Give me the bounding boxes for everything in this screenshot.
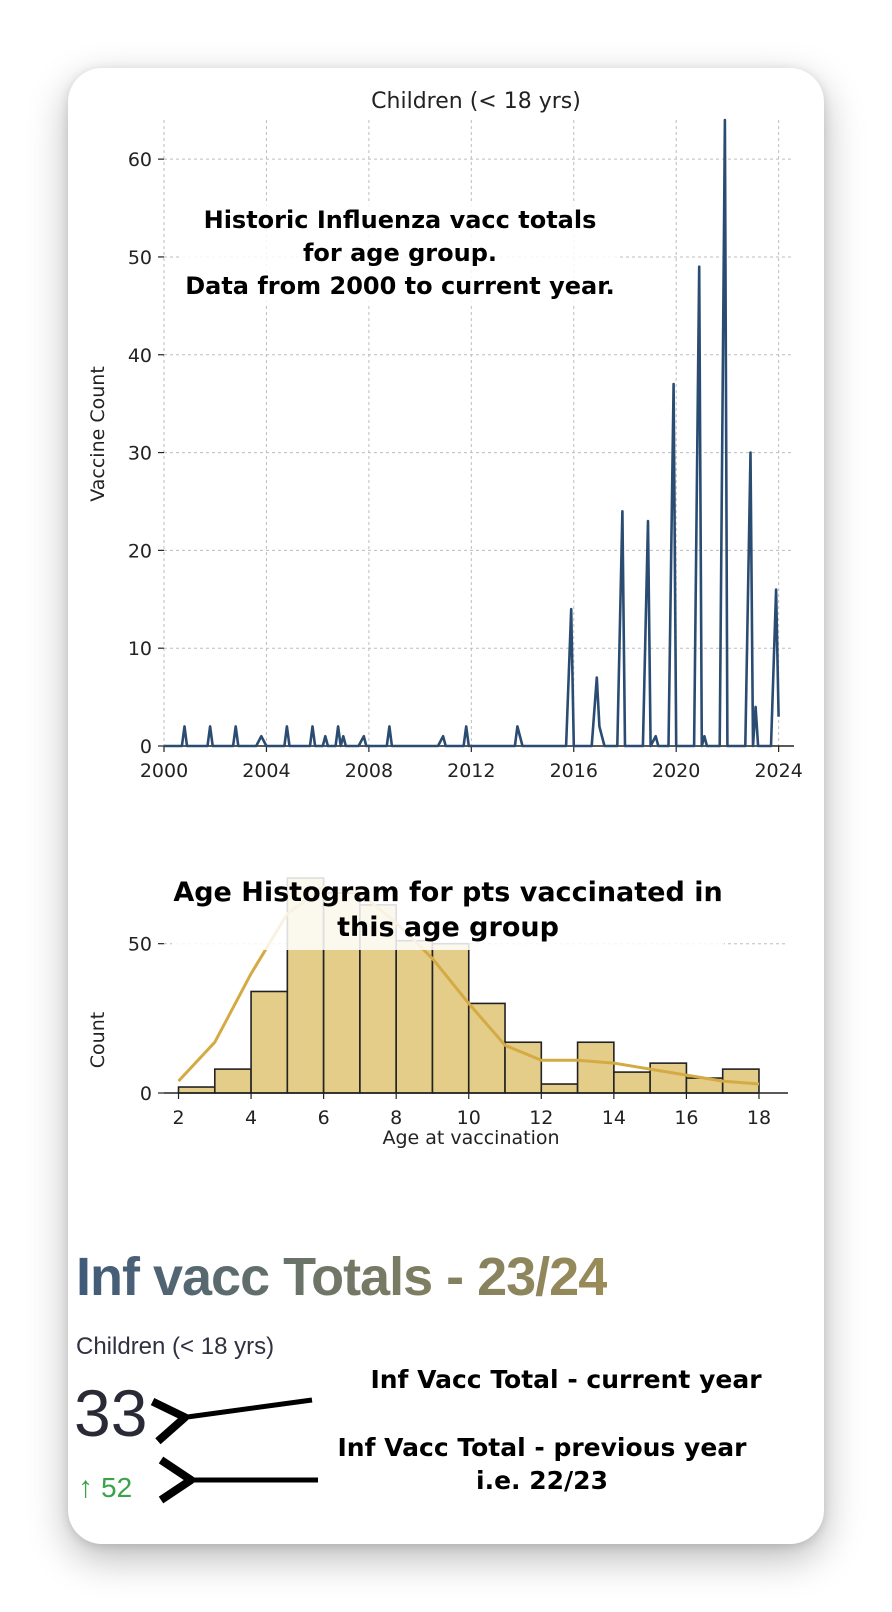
annotation-line: Inf Vacc Total - previous year [337,1433,747,1462]
annotation-line: i.e. 22/23 [476,1466,608,1495]
x-tick-label: 2 [172,1107,184,1129]
arrow-up-icon: ↑ [78,1471,93,1504]
histogram-ylabel: Count [87,1012,109,1068]
annotation-box [180,204,620,304]
metric-delta-value: 52 [101,1472,133,1503]
annotation-box [326,1428,764,1498]
line-chart: Children (< 18 yrs) 2000 2004 2008 2012 2016… [87,89,803,782]
y-tick-label: 30 [128,443,152,465]
histogram-axes: 0 50 2 4 6 8 10 12 14 16 18 [128,934,788,1129]
annotation-line: this age group [337,912,559,943]
y-tick-label: 60 [128,149,152,171]
metric-value: 33 [74,1376,148,1450]
annotation-line: for age group. [303,239,497,267]
metric-delta: ↑ 52 [78,1472,132,1504]
histogram-bar [576,1041,615,1094]
y-tick-label: 20 [128,540,152,562]
annotation-line: Historic Influenza vacc totals [204,206,597,234]
previous-year-annotation: Inf Vacc Total - previous year i.e. 22/2… [158,1428,764,1504]
histogram-bar [613,1071,651,1094]
histogram-annotation: Age Histogram for pts vaccinated in this… [172,874,724,950]
y-tick-label: 40 [128,345,152,367]
histogram-bar [467,1002,506,1094]
x-tick-label: 2020 [652,760,700,782]
annotation-line: Inf Vacc Total - current year [370,1365,762,1394]
histogram-xlabel: Age at vaccination [382,1127,559,1148]
x-tick-label: 6 [318,1107,330,1129]
x-tick-label: 10 [457,1107,481,1129]
line-chart-ylabel: Vaccine Count [87,366,109,502]
x-tick-label: 2024 [754,760,802,782]
x-tick-label: 8 [390,1107,402,1129]
histogram-bar [177,1086,216,1094]
y-tick-label: 0 [140,736,152,758]
dashboard-card: Children (< 18 yrs) 2000 2004 2008 2012 2016… [68,68,824,1544]
x-tick-label: 18 [747,1107,771,1129]
annotation-box [348,1360,788,1396]
line-chart-series [164,118,780,748]
line-chart-axes: 2000 2004 2008 2012 2016 2020 2024 0 10 20 30 40 50 6… [128,149,803,782]
histogram-bar [649,1062,688,1094]
histogram-bar [213,1068,252,1094]
x-tick-label: 2012 [447,760,495,782]
x-tick-label: 12 [529,1107,553,1129]
histogram-bar [431,942,470,1094]
arrow-left-icon [150,1397,313,1445]
histogram-bar [395,939,434,1094]
histogram-chart: 0 50 2 4 6 8 10 12 14 16 18 Age at vaccination Cou… [87,874,788,1148]
x-tick-label: 2008 [345,760,393,782]
y-tick-label: 50 [128,247,152,269]
histogram-bar [250,990,289,1094]
metric-label: Children (< 18 yrs) [76,1333,275,1360]
histogram-bar [540,1083,579,1094]
annotation-line: Data from 2000 to current year. [185,272,615,300]
x-tick-label: 2004 [242,760,290,782]
y-tick-label: 0 [140,1083,152,1105]
x-tick-label: 2016 [550,760,598,782]
annotation-line: Age Histogram for pts vaccinated in [173,877,722,908]
vaccine-count-line [164,118,780,748]
current-year-annotation: Inf Vacc Total - current year [150,1360,788,1445]
line-chart-annotation: Historic Influenza vacc totals for age g… [180,204,620,304]
y-tick-label: 10 [128,638,152,660]
x-tick-label: 14 [602,1107,626,1129]
metric-annotations: Inf Vacc Total - current year Inf Vacc T… [150,1360,788,1504]
annotation-box [172,874,724,950]
y-tick-label: 50 [128,934,152,956]
line-chart-title: Children (< 18 yrs) [371,89,581,114]
metrics-title-season: 23/24 [477,1247,608,1307]
metrics-title-main: Inf vacc Totals - [76,1247,478,1307]
histogram-bar [504,1041,543,1094]
x-tick-label: 2000 [140,760,188,782]
x-tick-label: 16 [674,1107,698,1129]
x-tick-label: 4 [245,1107,257,1129]
metrics-title: Inf vacc Totals - 23/24 [76,1246,607,1308]
